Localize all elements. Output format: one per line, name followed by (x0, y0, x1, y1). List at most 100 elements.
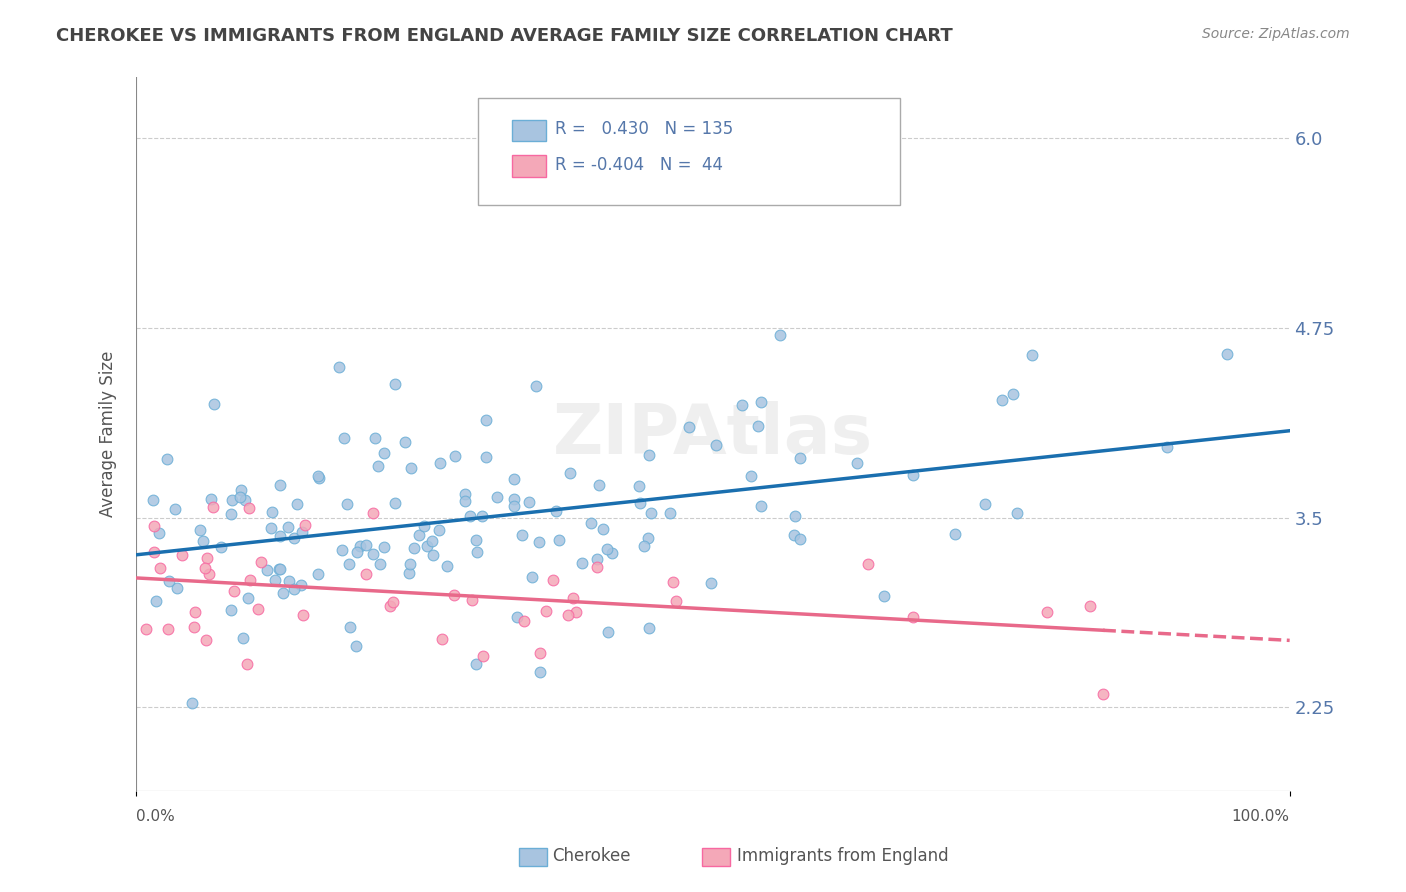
Point (471, 508, 494, 523)
Point (269, 529, 291, 543)
Point (464, 657, 486, 671)
Point (157, 622, 180, 636)
Text: 100.0%: 100.0% (1232, 809, 1289, 824)
Point (586, 560, 609, 574)
Point (628, 496, 651, 510)
Point (845, 456, 868, 470)
Point (769, 328, 792, 343)
Point (394, 434, 416, 449)
Point (633, 539, 655, 553)
Point (517, 495, 540, 509)
Point (308, 471, 330, 485)
Point (170, 548, 193, 562)
Point (581, 516, 603, 531)
Point (588, 477, 610, 491)
Point (783, 528, 806, 542)
Point (429, 456, 451, 470)
Point (749, 395, 772, 409)
Point (1036, 605, 1059, 619)
Point (747, 418, 769, 433)
Point (191, 534, 214, 549)
Point (454, 494, 477, 508)
Point (1078, 599, 1101, 614)
Point (276, 520, 298, 534)
Point (436, 558, 458, 573)
Point (444, 449, 467, 463)
Point (277, 574, 299, 588)
Point (200, 492, 222, 507)
Point (135, 622, 157, 636)
Point (461, 593, 484, 607)
Point (287, 497, 309, 511)
Point (183, 620, 205, 634)
Point (558, 466, 581, 480)
Point (585, 552, 607, 566)
Point (412, 519, 434, 533)
Point (472, 648, 495, 663)
Point (678, 420, 700, 434)
Point (474, 450, 496, 465)
Point (239, 573, 262, 587)
Point (183, 605, 205, 619)
Point (416, 539, 439, 553)
Point (328, 359, 350, 374)
Point (474, 413, 496, 427)
Point (260, 521, 283, 535)
Point (465, 533, 488, 547)
Point (142, 492, 165, 507)
Point (789, 532, 811, 546)
Point (381, 595, 404, 609)
Point (592, 522, 614, 536)
Point (231, 483, 253, 498)
Point (291, 607, 314, 622)
Point (166, 582, 188, 596)
Point (368, 558, 391, 572)
Point (429, 523, 451, 537)
Point (330, 542, 353, 557)
Point (1021, 348, 1043, 362)
Point (522, 570, 544, 584)
Point (503, 491, 526, 506)
Point (149, 560, 172, 574)
Point (1092, 687, 1115, 701)
Point (262, 505, 284, 519)
Point (236, 657, 259, 672)
Point (901, 467, 924, 482)
Point (399, 557, 422, 571)
Point (156, 451, 179, 466)
Point (188, 523, 211, 537)
Point (546, 504, 568, 518)
Point (181, 696, 204, 710)
Point (991, 392, 1014, 407)
Point (148, 525, 170, 540)
Point (699, 576, 721, 591)
Point (1007, 506, 1029, 520)
Point (361, 507, 384, 521)
Point (221, 507, 243, 521)
Point (422, 548, 444, 562)
Point (486, 491, 509, 505)
Point (731, 398, 754, 412)
Point (143, 545, 166, 559)
Text: R = -0.404   N =  44: R = -0.404 N = 44 (555, 156, 723, 174)
Point (283, 531, 305, 545)
Point (364, 431, 387, 445)
Point (228, 490, 250, 504)
Point (529, 646, 551, 660)
Point (246, 602, 269, 616)
Point (256, 563, 278, 577)
Point (527, 534, 550, 549)
Point (783, 508, 806, 523)
Point (524, 379, 547, 393)
Point (873, 589, 896, 603)
Point (943, 526, 966, 541)
Point (749, 500, 772, 514)
Point (856, 558, 879, 572)
Point (1156, 440, 1178, 454)
Point (209, 541, 232, 555)
Point (283, 582, 305, 596)
Point (454, 487, 477, 501)
Text: ZIPAtlas: ZIPAtlas (553, 401, 873, 467)
Point (294, 518, 316, 533)
Point (665, 594, 688, 608)
